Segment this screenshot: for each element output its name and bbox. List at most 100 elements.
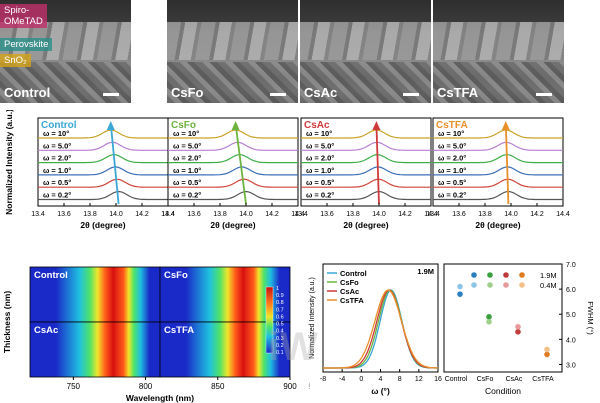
sem-label: Control	[4, 85, 51, 100]
omega-label: ω = 2.0°	[438, 154, 466, 163]
y-tick-label: 3.0	[566, 362, 576, 369]
y-tick-label: 5.0	[566, 312, 576, 319]
omega-label: ω = 1.0°	[173, 166, 201, 175]
legend-dot	[487, 282, 493, 288]
gixrd-xlabel: 2θ (degree)	[80, 220, 125, 230]
fwhm-point	[544, 351, 550, 358]
y-tick-label: 6.0	[566, 287, 576, 294]
omega-label: ω = 0.5°	[173, 178, 201, 187]
x-tick-label: -4	[339, 376, 345, 383]
x-tick-label: 14.2	[265, 211, 279, 218]
pl-map-panel-label: CsTFA	[164, 325, 194, 336]
x-tick-label: 14.0	[372, 211, 386, 218]
omega-label: ω = 10°	[173, 129, 199, 138]
x-tick-label: 750	[67, 382, 81, 391]
legend-dot	[503, 272, 509, 278]
x-tick-label: 16	[434, 376, 442, 383]
arrow-head	[372, 121, 381, 130]
omega-label: ω = 5.0°	[438, 141, 466, 150]
x-tick-label: 4	[379, 376, 383, 383]
peak-shift-arrow	[375, 123, 380, 205]
x-tick-label: -8	[320, 376, 326, 383]
legend-dot	[503, 282, 509, 288]
gixrd-curve	[301, 190, 431, 201]
peak-shift-arrow	[109, 123, 120, 205]
x-tick-label: 13.8	[478, 211, 492, 218]
x-tick-label: CsFo	[477, 376, 494, 383]
gixrd-xlabel: 2θ (degree)	[343, 220, 388, 230]
x-tick-label: 13.6	[57, 211, 71, 218]
colorbar-tick: 0.3	[276, 336, 284, 342]
omega-label: ω = 2.0°	[43, 154, 71, 163]
gixrd-curve	[301, 178, 431, 188]
pl-map-ylabel: Thickness (nm)	[2, 291, 12, 354]
sem-image-cstfa: CsTFA	[433, 0, 564, 103]
x-tick-label: CsAc	[506, 376, 523, 383]
fwhm-point	[544, 346, 550, 353]
arrow-head	[106, 121, 115, 130]
gixrd-xlabel: 2θ (degree)	[475, 220, 520, 230]
gixrd-curve	[168, 153, 298, 164]
gixrd-curve	[38, 190, 168, 201]
fwhm-point	[457, 283, 463, 290]
legend-dot	[519, 282, 525, 288]
x-tick-label: 13.6	[452, 211, 466, 218]
scale-bar	[270, 93, 286, 96]
x-tick-label: 13.8	[213, 211, 227, 218]
legend-label: CsFo	[340, 278, 359, 287]
x-tick-label: 14.0	[239, 211, 253, 218]
gixrd-curve	[301, 141, 431, 151]
gixrd-curve	[168, 178, 298, 188]
x-tick-label: CsTFA	[532, 376, 554, 383]
omega-label: ω = 1.0°	[43, 166, 71, 175]
x-tick-label: 13.6	[320, 211, 334, 218]
gixrd-curve	[433, 166, 563, 176]
legend-label: 0.4M	[540, 281, 557, 290]
pl-map-panel-label: CsAc	[34, 325, 58, 336]
colorbar-tick: 0.4	[276, 329, 284, 335]
x-tick-label: 850	[211, 382, 225, 391]
omega-label: ω = 1.0°	[438, 166, 466, 175]
colorbar-tick: 0.9	[276, 293, 284, 299]
x-tick-label: 14.0	[109, 211, 123, 218]
x-tick-label: 14.2	[135, 211, 149, 218]
omega-label: ω = 10°	[43, 129, 69, 138]
watermark: iW	[268, 325, 319, 369]
gixrd-curve	[301, 129, 431, 139]
colorbar-tick: 0.6	[276, 314, 284, 320]
scale-bar	[403, 93, 419, 96]
sem-label: CsTFA	[437, 85, 479, 100]
pl-map-panel-label: Control	[34, 270, 68, 281]
gixrd-xlabel: 2θ (degree)	[210, 220, 255, 230]
legend-dot	[519, 272, 525, 278]
gixrd-chart: Normalized Intensity (a.u.) ω = 10° ω = 5.…	[4, 110, 570, 230]
fwhm-point	[486, 313, 492, 320]
colorbar-tick: 0.1	[276, 350, 284, 356]
legend-dot	[471, 272, 477, 278]
omega-label: ω = 0.2°	[43, 191, 71, 200]
gixrd-curve	[433, 190, 563, 201]
omega-label: ω = 1.0°	[306, 166, 334, 175]
legend-label: 1.9M	[540, 271, 557, 280]
pl-map-xlabel: Wavelength (nm)	[126, 393, 194, 403]
legend-dot	[487, 272, 493, 278]
scale-bar	[536, 93, 552, 96]
layer-tag: Perovskite	[0, 38, 53, 51]
x-tick-label: 14.2	[530, 211, 544, 218]
colorbar-tick: 0.7	[276, 307, 284, 313]
sem-label: CsAc	[304, 85, 338, 100]
fwhm-xlabel: Condition	[485, 386, 521, 396]
x-tick-label: Control	[445, 376, 468, 383]
gixrd-curve	[433, 153, 563, 164]
gixrd-panel-title: CsFo	[171, 120, 196, 131]
sem-image-csac: CsAc	[300, 0, 431, 103]
legend-label: CsTFA	[340, 296, 364, 305]
arrow-head	[231, 121, 240, 130]
pl-map-panel	[29, 321, 161, 378]
sem-image-csfo: CsFo	[167, 0, 298, 103]
omega-label: ω = 0.5°	[43, 178, 71, 187]
gixrd-curve	[168, 190, 298, 201]
fwhm-point	[486, 318, 492, 325]
pl-spec-xlabel: ω (°)	[371, 386, 390, 396]
